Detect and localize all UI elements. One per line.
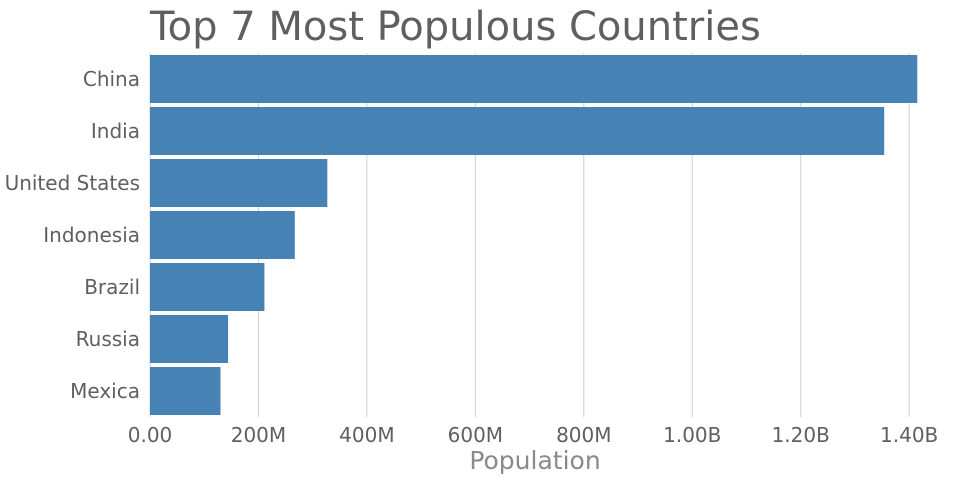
x-tick-label: 800M	[556, 423, 611, 447]
category-label: China	[83, 67, 140, 91]
category-label: Mexica	[70, 379, 140, 403]
category-label: India	[91, 119, 140, 143]
x-tick-label: 600M	[448, 423, 503, 447]
x-tick-label: 200M	[231, 423, 286, 447]
x-axis-title: Population	[469, 446, 600, 475]
bar	[150, 107, 885, 155]
x-axis-ticks: 0.00 200M 400M 600M 800M 1.00B 1.20B 1.40B	[128, 423, 939, 447]
bar	[150, 315, 229, 363]
category-labels: China India United States Indonesia Brazil Ru…	[5, 67, 140, 403]
bar	[150, 263, 265, 311]
category-label: United States	[5, 171, 140, 195]
x-tick-label: 400M	[339, 423, 394, 447]
chart-title: Top 7 Most Populous Countries	[149, 4, 761, 50]
bar	[150, 211, 295, 259]
x-tick-label: 1.00B	[663, 423, 721, 447]
bar	[150, 55, 918, 103]
bar	[150, 367, 221, 415]
category-label: Indonesia	[43, 223, 140, 247]
x-tick-label: 1.20B	[772, 423, 830, 447]
category-label: Russia	[76, 327, 140, 351]
bars	[150, 55, 918, 415]
x-tick-label: 0.00	[128, 423, 173, 447]
bar	[150, 159, 328, 207]
x-tick-label: 1.40B	[880, 423, 938, 447]
category-label: Brazil	[84, 275, 140, 299]
